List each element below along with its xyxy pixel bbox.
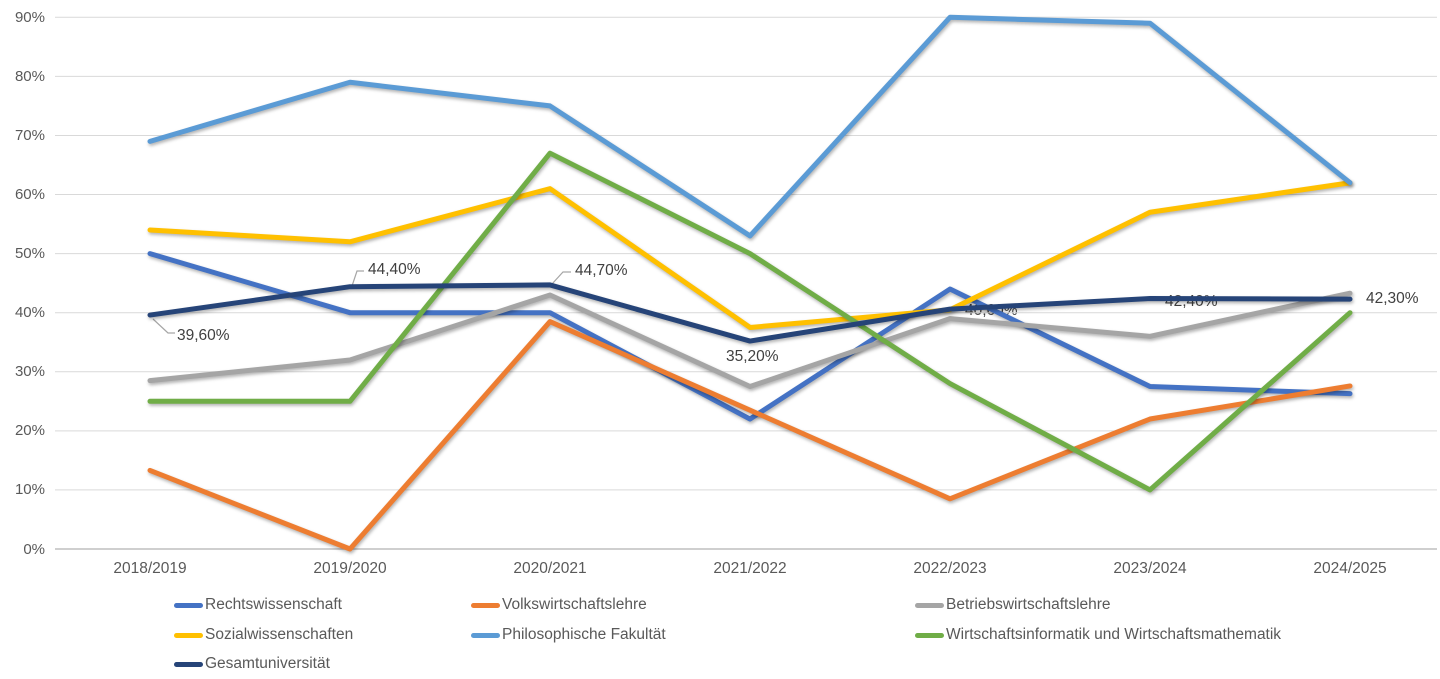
y-tick-label: 20% (14, 422, 45, 440)
series-line-1 (147, 251, 1353, 422)
legend-line-swatch (174, 661, 203, 667)
legend-item: Gesamtuniversität (174, 654, 330, 674)
legend-item: Sozialwissenschaften (174, 625, 353, 645)
data-label: 40,60% (965, 302, 1018, 319)
y-tick-label: 40% (14, 304, 45, 322)
y-tick-label: 10% (14, 481, 45, 499)
x-tick-label: 2022/2023 (913, 560, 987, 577)
x-tick-label: 2023/2024 (1113, 560, 1187, 577)
legend-label: Philosophische Fakultät (502, 626, 666, 643)
data-label: 42,40% (1165, 293, 1218, 310)
data-label: 39,60% (177, 327, 230, 344)
y-tick-label: 70% (14, 126, 45, 144)
x-tick-label: 2021/2022 (713, 560, 787, 577)
y-tick-label: 60% (14, 186, 45, 204)
legend-label: Gesamtuniversität (205, 655, 330, 672)
legend-line-swatch (915, 602, 944, 608)
data-label: 44,40% (368, 261, 421, 278)
legend-line-swatch (915, 632, 944, 638)
legend-label: Betriebswirtschaftslehre (946, 596, 1111, 613)
data-label: 42,30% (1366, 290, 1419, 307)
data-label: 44,70% (575, 262, 628, 279)
legend-item: Volkswirtschaftslehre (471, 595, 647, 615)
y-tick-label: 90% (14, 8, 45, 26)
x-tick-label: 2018/2019 (113, 560, 187, 577)
data-label: 35,20% (726, 348, 779, 365)
series-line-5 (147, 14, 1353, 239)
x-tick-label: 2024/2025 (1313, 560, 1387, 577)
x-tick-label: 2019/2020 (313, 560, 387, 577)
x-tick-label: 2020/2021 (513, 560, 587, 577)
legend-label: Wirtschaftsinformatik und Wirtschaftsmat… (946, 626, 1282, 643)
legend-label: Sozialwissenschaften (205, 626, 354, 643)
y-tick-label: 30% (14, 363, 45, 381)
legend-label: Volkswirtschaftslehre (502, 596, 647, 613)
legend-item: Rechtswissenschaft (174, 595, 342, 615)
legend-line-swatch (174, 632, 203, 638)
legend-item: Philosophische Fakultät (471, 625, 666, 645)
legend-line-swatch (174, 602, 203, 608)
legend-line-swatch (471, 602, 500, 608)
legend-item: Wirtschaftsinformatik und Wirtschaftsmat… (915, 625, 1281, 645)
data-label-leader-line (152, 318, 175, 334)
data-label-leader-line (351, 270, 364, 287)
y-tick-label: 80% (14, 67, 45, 85)
data-label-leader-line (551, 271, 571, 285)
y-tick-label: 0% (23, 540, 45, 558)
series-line-6 (147, 150, 1353, 493)
y-tick-label: 50% (14, 245, 45, 263)
legend-item: Betriebswirtschaftslehre (915, 595, 1111, 615)
legend-line-swatch (471, 632, 500, 638)
legend-label: Rechtswissenschaft (205, 596, 342, 613)
